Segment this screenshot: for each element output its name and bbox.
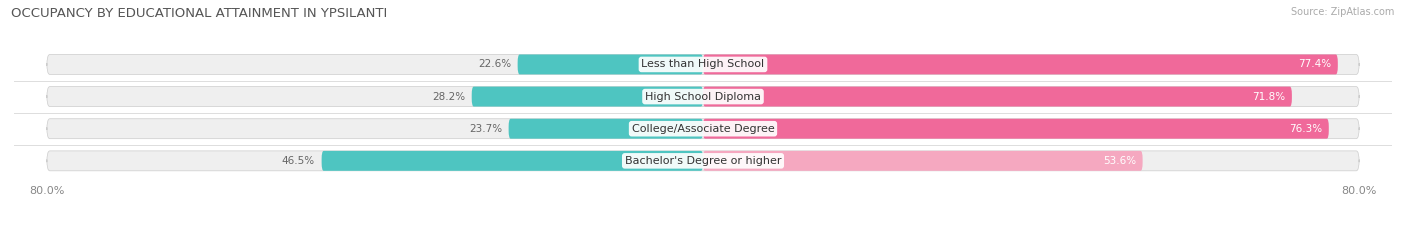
Text: Less than High School: Less than High School [641,59,765,69]
FancyBboxPatch shape [322,151,703,171]
FancyBboxPatch shape [46,119,1360,139]
FancyBboxPatch shape [46,151,1360,171]
Text: College/Associate Degree: College/Associate Degree [631,124,775,134]
Text: 28.2%: 28.2% [432,92,465,102]
FancyBboxPatch shape [46,55,1360,74]
Text: 46.5%: 46.5% [283,156,315,166]
Text: 53.6%: 53.6% [1102,156,1136,166]
FancyBboxPatch shape [509,119,703,139]
Text: 76.3%: 76.3% [1289,124,1322,134]
Text: Bachelor's Degree or higher: Bachelor's Degree or higher [624,156,782,166]
Text: 77.4%: 77.4% [1298,59,1331,69]
FancyBboxPatch shape [517,55,703,74]
Text: 71.8%: 71.8% [1253,92,1285,102]
Text: 23.7%: 23.7% [470,124,502,134]
FancyBboxPatch shape [46,87,1360,106]
FancyBboxPatch shape [703,151,1143,171]
Text: High School Diploma: High School Diploma [645,92,761,102]
FancyBboxPatch shape [472,87,703,106]
Text: Source: ZipAtlas.com: Source: ZipAtlas.com [1291,7,1395,17]
FancyBboxPatch shape [703,55,1339,74]
Legend: Owner-occupied, Renter-occupied: Owner-occupied, Renter-occupied [585,230,821,233]
FancyBboxPatch shape [703,87,1292,106]
Text: OCCUPANCY BY EDUCATIONAL ATTAINMENT IN YPSILANTI: OCCUPANCY BY EDUCATIONAL ATTAINMENT IN Y… [11,7,388,20]
FancyBboxPatch shape [703,119,1329,139]
Text: 22.6%: 22.6% [478,59,512,69]
